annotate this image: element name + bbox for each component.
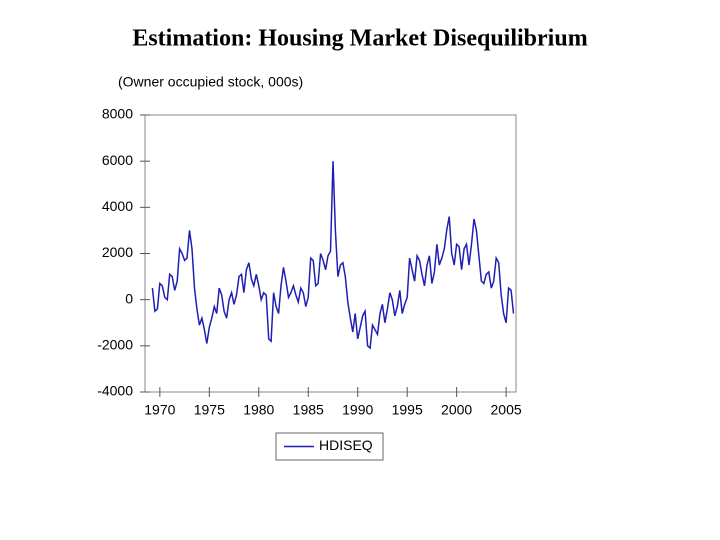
x-tick-label: 1990 — [342, 402, 373, 418]
data-line — [151, 161, 515, 350]
y-tick-label: 0 — [125, 290, 133, 306]
x-tick-label: 1970 — [144, 402, 175, 418]
x-tick-label: 1985 — [293, 402, 324, 418]
y-tick-label: 2000 — [102, 244, 133, 260]
x-tick-label: 1980 — [243, 402, 274, 418]
y-tick-label: 4000 — [102, 198, 133, 214]
chart-title: Estimation: Housing Market Disequilibriu… — [132, 26, 587, 52]
x-tick-label: 2000 — [441, 402, 472, 418]
axis-label: (Owner occupied stock, 000s) — [118, 74, 303, 90]
y-tick-label: -2000 — [97, 337, 133, 353]
x-tick-label: 1995 — [392, 402, 423, 418]
legend-label: HDISEQ — [319, 437, 373, 453]
x-tick-label: 1975 — [194, 402, 225, 418]
y-tick-label: 8000 — [102, 106, 133, 122]
y-tick-label: -4000 — [97, 383, 133, 399]
y-tick-label: 6000 — [102, 152, 133, 168]
x-tick-label: 2005 — [491, 402, 522, 418]
